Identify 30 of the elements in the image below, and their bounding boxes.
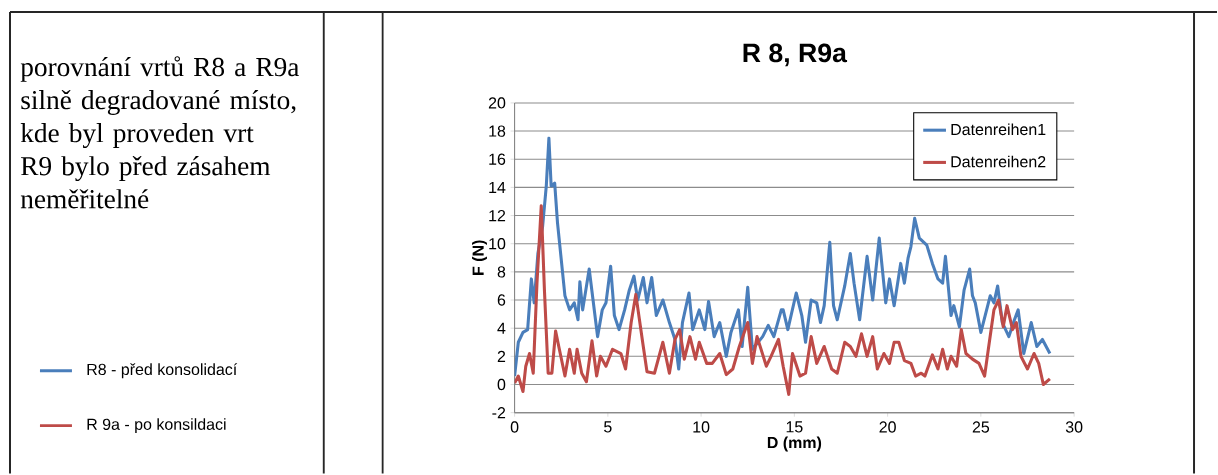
x-tick-label: 15 <box>786 421 803 433</box>
line-series <box>514 136 1052 378</box>
line-series <box>514 204 1052 397</box>
y-tick-label: 0 <box>497 379 506 391</box>
text: R 9a - po konsildaci <box>87 418 226 434</box>
y-tick-label: 16 <box>489 153 506 166</box>
y-tick-label: 20 <box>488 97 506 109</box>
chart-title: R 8, R9a <box>743 43 848 67</box>
x-tick-label: 5 <box>604 421 612 433</box>
legend-label: Datenreihen2 <box>951 155 1046 168</box>
y-axis-title: F (N) <box>472 240 487 276</box>
text: silně degradované místo, kde byl proveden vrt R9 bylo před zásahem neměřitelné <box>20 90 296 209</box>
text: R8 - před konsolidací <box>87 363 238 379</box>
y-tick-label: 10 <box>489 238 506 250</box>
y-tick-label: 6 <box>497 294 506 306</box>
y-tick-label: 8 <box>497 266 506 278</box>
legend-label: Datenreihen1 <box>951 123 1046 136</box>
y-tick-label: 4 <box>497 322 506 334</box>
x-tick-label: 20 <box>879 421 896 433</box>
y-tick-label: 12 <box>489 210 506 222</box>
x-axis-title: D (mm) <box>767 436 822 452</box>
x-tick-label: 10 <box>693 421 710 433</box>
y-tick-label: 18 <box>489 125 506 137</box>
y-tick-label: -2 <box>492 407 506 419</box>
y-tick-label: 2 <box>497 350 506 363</box>
x-tick-label: 0 <box>510 421 519 433</box>
x-tick-label: 25 <box>972 421 990 433</box>
x-tick-label: 30 <box>1065 421 1083 433</box>
text: porovnání vrtů R8 a R9a <box>20 56 300 82</box>
y-tick-label: 14 <box>489 182 506 194</box>
